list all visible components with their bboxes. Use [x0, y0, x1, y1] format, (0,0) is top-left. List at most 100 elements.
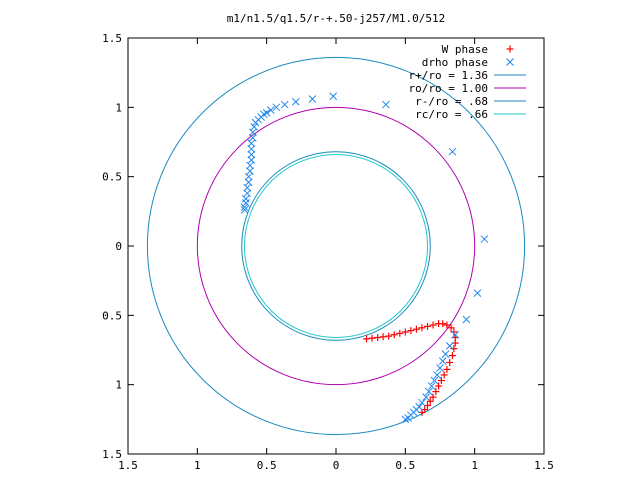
x-tick-label: 0: [333, 459, 340, 472]
marker-stroke: [480, 235, 489, 243]
data-point: [266, 106, 275, 114]
data-point: [246, 167, 254, 175]
legend-marker-swatch: [506, 45, 514, 53]
data-point: [385, 332, 393, 340]
marker-stroke: [262, 109, 271, 117]
legend-label: ro/ro = 1.00: [409, 82, 488, 95]
marker-stroke: [308, 95, 317, 103]
marker-stroke: [250, 122, 259, 131]
data-point: [262, 109, 271, 117]
data-point: [260, 110, 268, 119]
x-tick-label: 1.5: [534, 459, 554, 472]
data-point: [443, 321, 451, 329]
data-point: [430, 376, 439, 385]
marker-stroke: [382, 100, 390, 109]
data-point: [425, 387, 433, 396]
marker-stroke: [247, 156, 256, 164]
data-point: [329, 92, 338, 101]
marker-stroke: [425, 387, 433, 396]
data-point: [246, 161, 254, 170]
data-point: [429, 321, 437, 329]
legend-label: r-/ro = .68: [415, 95, 488, 108]
marker-stroke: [280, 100, 289, 109]
data-point: [243, 189, 252, 198]
data-point: [473, 289, 482, 298]
data-point: [422, 393, 430, 402]
marker-stroke: [473, 289, 482, 298]
data-point: [272, 103, 281, 112]
data-point: [396, 329, 404, 337]
marker-stroke: [436, 364, 444, 372]
data-point: [244, 172, 253, 181]
data-point: [247, 145, 256, 153]
y-tick-label: 1.5: [102, 448, 122, 461]
marker-stroke: [246, 161, 254, 170]
marker-stroke: [248, 133, 257, 142]
data-point: [308, 95, 317, 103]
marker-stroke: [445, 341, 454, 350]
data-point: [240, 206, 249, 214]
data-point: [418, 398, 426, 407]
y-tick-label: 1: [115, 101, 122, 114]
data-point: [435, 382, 443, 390]
marker-stroke: [462, 315, 471, 324]
data-point: [450, 328, 458, 336]
data-point: [242, 194, 250, 203]
data-point: [438, 357, 447, 365]
marker-stroke: [266, 106, 275, 114]
series-w-phase: [363, 320, 459, 416]
marker-stroke: [291, 97, 300, 106]
marker-stroke: [243, 189, 252, 198]
legend-label: drho phase: [422, 56, 488, 69]
data-point: [480, 235, 489, 243]
marker-stroke: [433, 371, 442, 379]
data-point: [440, 371, 448, 379]
data-point: [445, 341, 454, 350]
data-point: [240, 203, 249, 212]
legend-item: W phase: [442, 43, 514, 56]
marker-stroke: [401, 415, 410, 424]
data-point: [280, 100, 289, 109]
marker-stroke: [418, 398, 426, 407]
data-point: [432, 388, 440, 396]
data-point: [435, 320, 443, 328]
legend-label: W phase: [442, 43, 488, 56]
marker-stroke: [242, 194, 250, 203]
data-point: [448, 352, 456, 360]
data-point: [427, 382, 436, 390]
data-point: [424, 322, 432, 330]
marker-stroke: [438, 357, 447, 365]
data-point: [247, 150, 256, 159]
x-tick-label: 1.5: [118, 459, 138, 472]
marker-stroke: [329, 92, 338, 101]
data-point: [368, 334, 376, 342]
data-point: [412, 325, 420, 333]
chart-title: m1/n1.5/q1.5/r-+.50-j257/M1.0/512: [227, 12, 446, 25]
data-point: [247, 139, 256, 148]
marker-stroke: [246, 167, 254, 175]
data-point: [436, 364, 444, 372]
reference-circles: [146, 56, 526, 436]
marker-stroke: [247, 139, 256, 148]
data-point: [244, 178, 253, 187]
data-point: [446, 358, 454, 366]
x-tick-label: 0.5: [257, 459, 277, 472]
y-tick-label: 0.5: [102, 171, 122, 184]
data-point: [374, 334, 382, 342]
data-point: [407, 327, 415, 335]
circle-3: [243, 153, 429, 339]
legend-item: r-/ro = .68: [415, 95, 526, 108]
data-point: [429, 393, 437, 401]
data-point: [441, 350, 450, 359]
data-point: [363, 335, 371, 343]
x-tick-label: 1: [194, 459, 201, 472]
circle-0: [146, 56, 526, 436]
y-tick-label: 0: [115, 240, 122, 253]
y-tick-label: 1.5: [102, 32, 122, 45]
data-point: [250, 122, 259, 131]
data-point: [401, 415, 410, 424]
data-point: [451, 330, 460, 339]
data-point: [447, 324, 455, 332]
marker-stroke: [243, 183, 252, 192]
